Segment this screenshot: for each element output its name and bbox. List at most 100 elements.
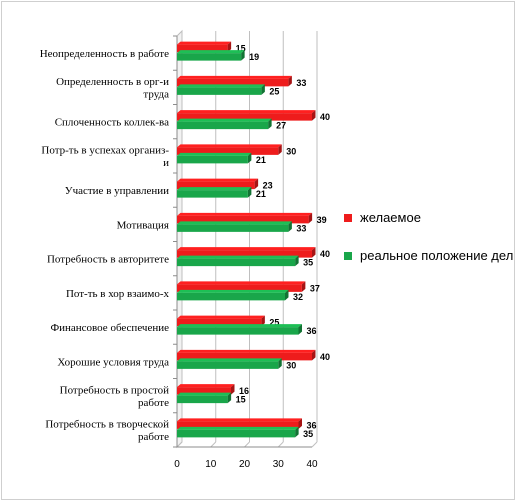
bar-side-1-10	[227, 392, 232, 404]
data-label-0-11: 36	[307, 420, 317, 430]
bar-side-0-2	[312, 110, 316, 121]
bar-top-1-10	[177, 392, 232, 396]
bar-side-0-4	[254, 178, 259, 190]
bar-top-0-11	[177, 418, 302, 422]
bar-top-1-4	[177, 187, 252, 191]
bar-side-0-3	[278, 144, 282, 155]
data-label-1-10: 15	[236, 395, 246, 405]
bar-1-10	[177, 395, 228, 404]
bar-1-1	[177, 87, 262, 95]
bar-side-0-7	[301, 281, 306, 292]
bar-side-1-11	[295, 426, 299, 438]
bar-0-7	[177, 284, 302, 292]
category-label-7: Пот-ть в хор взаимо-х	[66, 288, 170, 300]
bar-0-8	[177, 318, 262, 327]
bar-0-11	[177, 421, 299, 429]
legend-label-desired: желаемое	[360, 210, 421, 225]
bar-top-0-4	[177, 178, 259, 182]
gridline-floor-2	[244, 441, 250, 448]
bar-0-1	[177, 78, 289, 87]
bar-side-1-7	[285, 289, 289, 301]
data-label-0-4: 23	[263, 181, 273, 191]
bar-side-1-2	[268, 118, 272, 130]
bar-side-1-4	[247, 187, 252, 198]
bar-top-1-5	[177, 221, 292, 225]
bar-side-1-0	[241, 50, 245, 61]
gridline-floor-4	[311, 441, 318, 448]
bar-side-0-10	[231, 384, 235, 395]
bar-side-0-6	[312, 247, 316, 258]
data-label-0-6: 40	[320, 249, 330, 259]
bar-top-0-9	[177, 349, 316, 353]
bar-side-0-8	[261, 315, 265, 327]
category-label-2: Сплоченность коллек-ва	[55, 117, 169, 129]
x-tick-label-2: 20	[239, 459, 251, 470]
bar-0-10	[177, 387, 231, 395]
bar-1-5	[177, 224, 289, 232]
bar-top-0-0	[177, 41, 232, 45]
data-label-1-1: 25	[269, 86, 279, 96]
category-label-10: Потребность в простой работе	[60, 384, 169, 409]
legend-item-desired: желаемое	[344, 208, 514, 228]
bar-1-6	[177, 258, 296, 267]
data-label-0-9: 40	[320, 352, 330, 362]
data-label-0-5: 39	[317, 215, 327, 225]
bar-top-1-8	[177, 324, 302, 328]
bar-0-2	[177, 113, 312, 121]
data-label-0-7: 37	[310, 283, 320, 293]
legend: желаемое реальное положение дел	[344, 208, 514, 284]
x-tick-label-1: 10	[205, 459, 217, 470]
bar-0-4	[177, 181, 255, 190]
bar-top-1-7	[177, 289, 289, 293]
data-label-0-1: 33	[296, 78, 306, 88]
bar-top-0-3	[177, 144, 282, 148]
bar-1-9	[177, 361, 279, 369]
bar-side-0-9	[312, 349, 316, 361]
bar-side-1-8	[298, 324, 302, 335]
bar-top-1-6	[177, 255, 299, 259]
bar-top-0-5	[177, 212, 313, 216]
bar-1-0	[177, 53, 242, 61]
legend-swatch-actual	[344, 252, 352, 260]
bar-side-0-1	[288, 75, 292, 87]
bar-top-1-2	[177, 118, 272, 122]
data-label-1-0: 19	[249, 52, 259, 62]
bar-side-1-1	[261, 84, 265, 95]
bar-0-6	[177, 250, 312, 258]
bar-side-1-9	[278, 358, 282, 369]
bar-side-1-6	[295, 255, 299, 267]
bar-top-1-1	[177, 84, 265, 88]
category-label-1: Определенность в орг-и труда	[56, 76, 169, 101]
category-label-4: Участие в управлении	[65, 185, 169, 197]
bar-1-7	[177, 292, 285, 301]
data-label-0-2: 40	[320, 112, 330, 122]
bar-top-1-3	[177, 152, 252, 156]
bar-0-0	[177, 44, 228, 53]
data-label-1-9: 30	[286, 360, 296, 370]
category-label-0: Неопределенность в работе	[40, 48, 169, 60]
bar-1-4	[177, 190, 248, 198]
bar-top-0-10	[177, 384, 235, 388]
bar-0-3	[177, 147, 279, 155]
gridline-floor-1	[210, 441, 217, 448]
data-label-1-2: 27	[276, 121, 286, 131]
data-label-1-11: 35	[303, 429, 313, 439]
bar-side-1-5	[288, 221, 292, 232]
data-label-0-3: 30	[286, 146, 296, 156]
gridline-floor-3	[277, 441, 284, 448]
data-label-1-8: 36	[307, 326, 317, 336]
data-label-1-4: 21	[256, 189, 266, 199]
legend-label-actual: реальное положение дел	[360, 248, 514, 263]
bar-top-1-11	[177, 426, 299, 430]
bar-top-1-9	[177, 358, 282, 362]
bar-0-5	[177, 215, 309, 224]
bar-1-11	[177, 429, 296, 438]
bar-top-0-7	[177, 281, 306, 285]
data-label-0-0: 15	[236, 44, 246, 54]
bar-top-0-1	[177, 75, 292, 79]
data-label-0-8: 25	[269, 318, 279, 328]
category-label-6: Потребность в авторитете	[47, 254, 169, 266]
bar-top-1-0	[177, 50, 245, 54]
category-label-3: Потр-ть в успехах организ-и	[41, 145, 169, 170]
